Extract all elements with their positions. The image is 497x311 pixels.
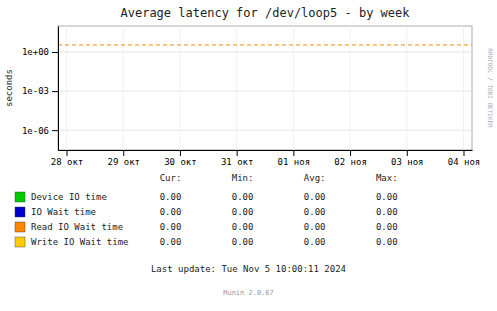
- x-tick: 28 окт: [51, 150, 84, 167]
- y-tick: 1e+00: [22, 47, 58, 57]
- x-tick: 29 окт: [107, 150, 140, 167]
- y-tick-label: 1e-06: [22, 126, 49, 136]
- table-value: 0.00: [376, 222, 398, 232]
- grid-line-x: [406, 26, 407, 150]
- y-tick-label: 1e+00: [22, 47, 49, 57]
- plot-area: [58, 44, 472, 45]
- x-tick-mark: [67, 150, 68, 156]
- y-tick-mark: [52, 91, 58, 92]
- legend-label: Device IO time: [31, 192, 107, 202]
- grid-line-y: [58, 91, 472, 92]
- x-tick-label: 28 окт: [51, 157, 84, 167]
- x-tick: 31 окт: [221, 150, 254, 167]
- x-tick: 03 ноя: [391, 150, 424, 167]
- table-value: 0.00: [304, 222, 326, 232]
- table-value: 0.00: [304, 192, 326, 202]
- grid-line-x: [463, 26, 464, 150]
- table-value: 0.00: [232, 237, 254, 247]
- table-value: 0.00: [160, 207, 182, 217]
- y-axis-line: [58, 27, 59, 151]
- table-value: 0.00: [304, 207, 326, 217]
- x-tick-mark: [180, 150, 181, 156]
- table-value: 0.00: [160, 222, 182, 232]
- x-tick-label: 04 ноя: [448, 157, 481, 167]
- grid-line-y: [58, 52, 472, 53]
- legend-swatch: [15, 222, 25, 232]
- x-tick-mark: [237, 150, 238, 156]
- table-header: Max:: [376, 173, 398, 183]
- x-tick-mark: [293, 150, 294, 156]
- reference-line: [58, 44, 472, 45]
- x-tick-mark: [463, 150, 464, 156]
- x-tick: 02 ноя: [334, 150, 367, 167]
- table-header: Avg:: [304, 173, 326, 183]
- y-tick-mark: [52, 52, 58, 53]
- y-axis-label: seconds: [4, 69, 14, 107]
- x-tick: 04 ноя: [448, 150, 481, 167]
- watermark: RRDTOOL / TOBI OETIKER: [487, 48, 494, 128]
- legend: Cur: Min: Avg: Max: Device IO time 0.00 0.00 0.…: [15, 173, 398, 247]
- grid-line-y: [58, 130, 472, 131]
- table-value: 0.00: [160, 192, 182, 202]
- x-tick-label: 31 окт: [221, 157, 254, 167]
- y-axis: 1e-06 1e-03 1e+00: [22, 27, 59, 151]
- y-tick-label: 1e-03: [22, 86, 49, 96]
- plot-frame: [58, 26, 472, 150]
- x-tick-label: 03 ноя: [391, 157, 424, 167]
- table-value: 0.00: [232, 192, 254, 202]
- legend-swatch: [15, 237, 25, 247]
- x-tick-label: 30 окт: [164, 157, 197, 167]
- x-tick-label: 29 окт: [107, 157, 140, 167]
- table-value: 0.00: [232, 207, 254, 217]
- x-axis-line: [59, 150, 473, 151]
- table-value: 0.00: [376, 207, 398, 217]
- y-tick: 1e-06: [22, 126, 58, 136]
- last-update: Last update: Tue Nov 5 10:00:11 2024: [151, 264, 346, 274]
- version: Munin 2.0.67: [223, 289, 274, 297]
- x-axis: 28 окт 29 окт 30 окт 31 окт 01 ноя 02 ноя 03 н…: [51, 150, 481, 167]
- legend-swatch: [15, 207, 25, 217]
- chart: Average latency for /dev/loop5 - by week…: [0, 0, 497, 311]
- legend-label: Read IO Wait time: [31, 222, 123, 232]
- table-value: 0.00: [376, 192, 398, 202]
- y-tick: 1e-03: [22, 86, 58, 96]
- legend-label: Write IO Wait time: [31, 237, 129, 247]
- table-value: 0.00: [232, 222, 254, 232]
- table-value: 0.00: [304, 237, 326, 247]
- grid-line-x: [293, 26, 294, 150]
- x-tick-mark: [350, 150, 351, 156]
- x-tick: 01 ноя: [278, 150, 311, 167]
- x-tick-label: 01 ноя: [278, 157, 311, 167]
- legend-swatch: [15, 192, 25, 202]
- table-header: Min:: [232, 173, 254, 183]
- y-tick-mark: [52, 130, 58, 131]
- legend-label: IO Wait time: [31, 207, 96, 217]
- x-tick-mark: [123, 150, 124, 156]
- title: Average latency for /dev/loop5 - by week: [121, 6, 411, 20]
- table-value: 0.00: [376, 237, 398, 247]
- x-tick-label: 02 ноя: [334, 157, 367, 167]
- table-value: 0.00: [160, 237, 182, 247]
- grid-line-x: [350, 26, 351, 150]
- x-tick-mark: [407, 150, 408, 156]
- grid: [58, 26, 472, 150]
- table-header: Cur:: [160, 173, 182, 183]
- x-tick: 30 окт: [164, 150, 197, 167]
